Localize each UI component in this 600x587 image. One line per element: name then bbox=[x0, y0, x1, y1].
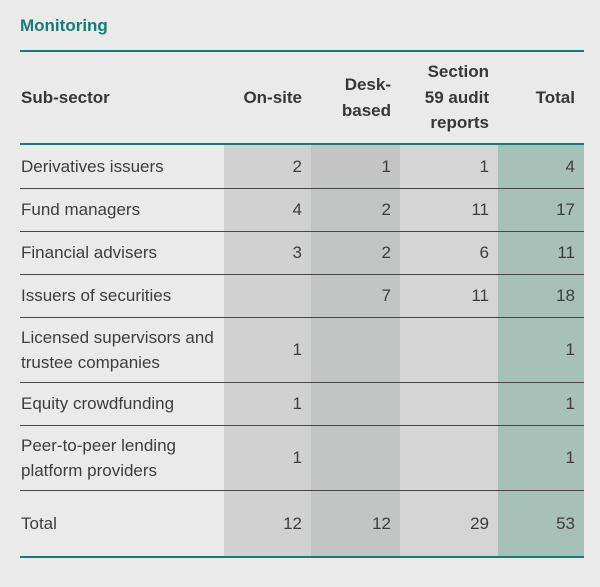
col-header-on-site: On-site bbox=[243, 87, 302, 107]
row-label: Peer-to-peer lending platform providers bbox=[21, 435, 176, 481]
table-row-fund-managers: Fund managers 4 2 11 17 bbox=[20, 188, 584, 231]
cell-desk-based: 1 bbox=[311, 145, 400, 188]
cell-onsite: 3 bbox=[224, 232, 311, 274]
cell-total: 1 bbox=[498, 383, 584, 425]
row-label: Licensed supervisors and trustee compani… bbox=[21, 327, 214, 373]
title-divider bbox=[20, 50, 584, 52]
row-label: Financial advisers bbox=[21, 243, 158, 263]
row-label: Total bbox=[21, 513, 57, 533]
table-row-total: Total 12 12 29 53 bbox=[20, 490, 584, 556]
col-header-desk-based-label: Desk-based bbox=[341, 75, 391, 120]
cell-total: 1 bbox=[498, 318, 584, 382]
row-label: Derivatives issuers bbox=[21, 156, 164, 176]
cell-section-59 bbox=[400, 318, 498, 382]
cell-onsite: 2 bbox=[224, 145, 311, 188]
cell-onsite: 1 bbox=[224, 383, 311, 425]
col-header-sub-sector: Sub-sector bbox=[21, 87, 110, 107]
cell-total: 1 bbox=[498, 426, 584, 490]
cell-onsite: 1 bbox=[224, 426, 311, 490]
row-label: Equity crowdfunding bbox=[21, 394, 175, 414]
table-row-financial-advisers: Financial advisers 3 2 6 11 bbox=[20, 231, 584, 274]
cell-onsite bbox=[224, 275, 311, 317]
page-title: Monitoring bbox=[20, 16, 108, 35]
cell-section-59: 6 bbox=[400, 232, 498, 274]
cell-section-59: 29 bbox=[400, 491, 498, 556]
cell-total: 18 bbox=[498, 275, 584, 317]
cell-total: 4 bbox=[498, 145, 584, 188]
monitoring-table: Sub-sector On-site Desk-based Section 59… bbox=[20, 52, 584, 558]
report-page: Monitoring Sub-sector On-site Desk-based… bbox=[20, 16, 584, 558]
col-header-section-59-label: Section 59 audit reports bbox=[424, 62, 489, 133]
cell-desk-based: 2 bbox=[311, 232, 400, 274]
col-header-section-59: Section 59 audit reports bbox=[400, 59, 498, 136]
cell-onsite: 12 bbox=[224, 491, 311, 556]
cell-desk-based bbox=[311, 318, 400, 382]
cell-section-59 bbox=[400, 426, 498, 490]
cell-desk-based: 7 bbox=[311, 275, 400, 317]
cell-section-59: 11 bbox=[400, 275, 498, 317]
row-label: Issuers of securities bbox=[21, 286, 172, 306]
col-header-total: Total bbox=[535, 87, 575, 107]
table-header-row: Sub-sector On-site Desk-based Section 59… bbox=[20, 52, 584, 143]
table-row-issuers-of-securities: Issuers of securities 7 11 18 bbox=[20, 274, 584, 317]
cell-onsite: 4 bbox=[224, 189, 311, 231]
cell-desk-based: 12 bbox=[311, 491, 400, 556]
table-row-equity-crowdfunding: Equity crowdfunding 1 1 bbox=[20, 382, 584, 425]
cell-total: 17 bbox=[498, 189, 584, 231]
table-row-derivatives-issuers: Derivatives issuers 2 1 1 4 bbox=[20, 145, 584, 188]
col-header-desk-based: Desk-based bbox=[311, 72, 400, 123]
cell-desk-based bbox=[311, 426, 400, 490]
cell-total: 53 bbox=[498, 491, 584, 556]
cell-desk-based bbox=[311, 383, 400, 425]
cell-section-59: 1 bbox=[400, 145, 498, 188]
row-label: Fund managers bbox=[21, 200, 141, 220]
table-row-licensed-supervisors: Licensed supervisors and trustee compani… bbox=[20, 317, 584, 382]
table-row-peer-to-peer-lending: Peer-to-peer lending platform providers … bbox=[20, 425, 584, 490]
table-body: Derivatives issuers 2 1 1 4 Fund manager… bbox=[20, 143, 584, 558]
cell-desk-based: 2 bbox=[311, 189, 400, 231]
cell-onsite: 1 bbox=[224, 318, 311, 382]
cell-section-59: 11 bbox=[400, 189, 498, 231]
cell-section-59 bbox=[400, 383, 498, 425]
cell-total: 11 bbox=[498, 232, 584, 274]
